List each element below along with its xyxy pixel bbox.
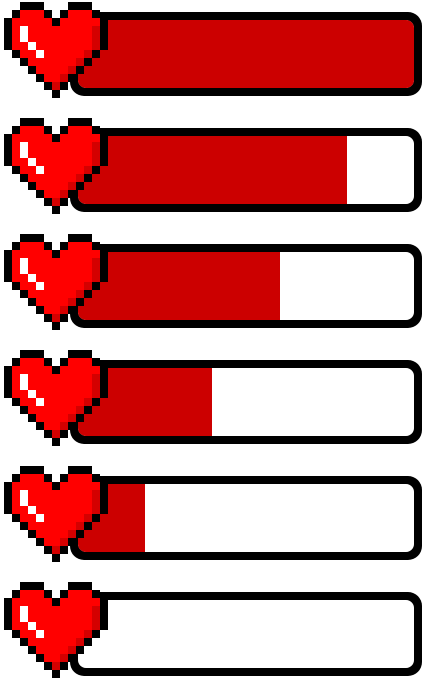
health-bar-full <box>0 0 433 116</box>
heart-icon <box>4 350 124 454</box>
health-bar-track <box>78 368 414 436</box>
health-bar-fill <box>78 252 280 320</box>
health-bar-frame <box>70 360 422 444</box>
health-bar-80 <box>0 116 433 232</box>
health-bar-fill <box>78 136 347 204</box>
health-bar-frame <box>70 244 422 328</box>
heart-icon <box>4 466 124 570</box>
heart-icon <box>4 582 124 686</box>
health-bar-fill <box>78 20 414 88</box>
health-bar-frame <box>70 592 422 676</box>
health-bar-track <box>78 20 414 88</box>
health-bar-track <box>78 136 414 204</box>
health-bar-frame <box>70 128 422 212</box>
health-bar-track <box>78 484 414 552</box>
health-bar-40 <box>0 348 433 464</box>
health-bar-empty <box>0 580 433 696</box>
health-bar-frame <box>70 12 422 96</box>
health-bar-60 <box>0 232 433 348</box>
heart-icon <box>4 2 124 106</box>
health-bar-20 <box>0 464 433 580</box>
heart-icon <box>4 118 124 222</box>
health-bar-frame <box>70 476 422 560</box>
health-bar-track <box>78 600 414 668</box>
health-bar-track <box>78 252 414 320</box>
heart-icon <box>4 234 124 338</box>
